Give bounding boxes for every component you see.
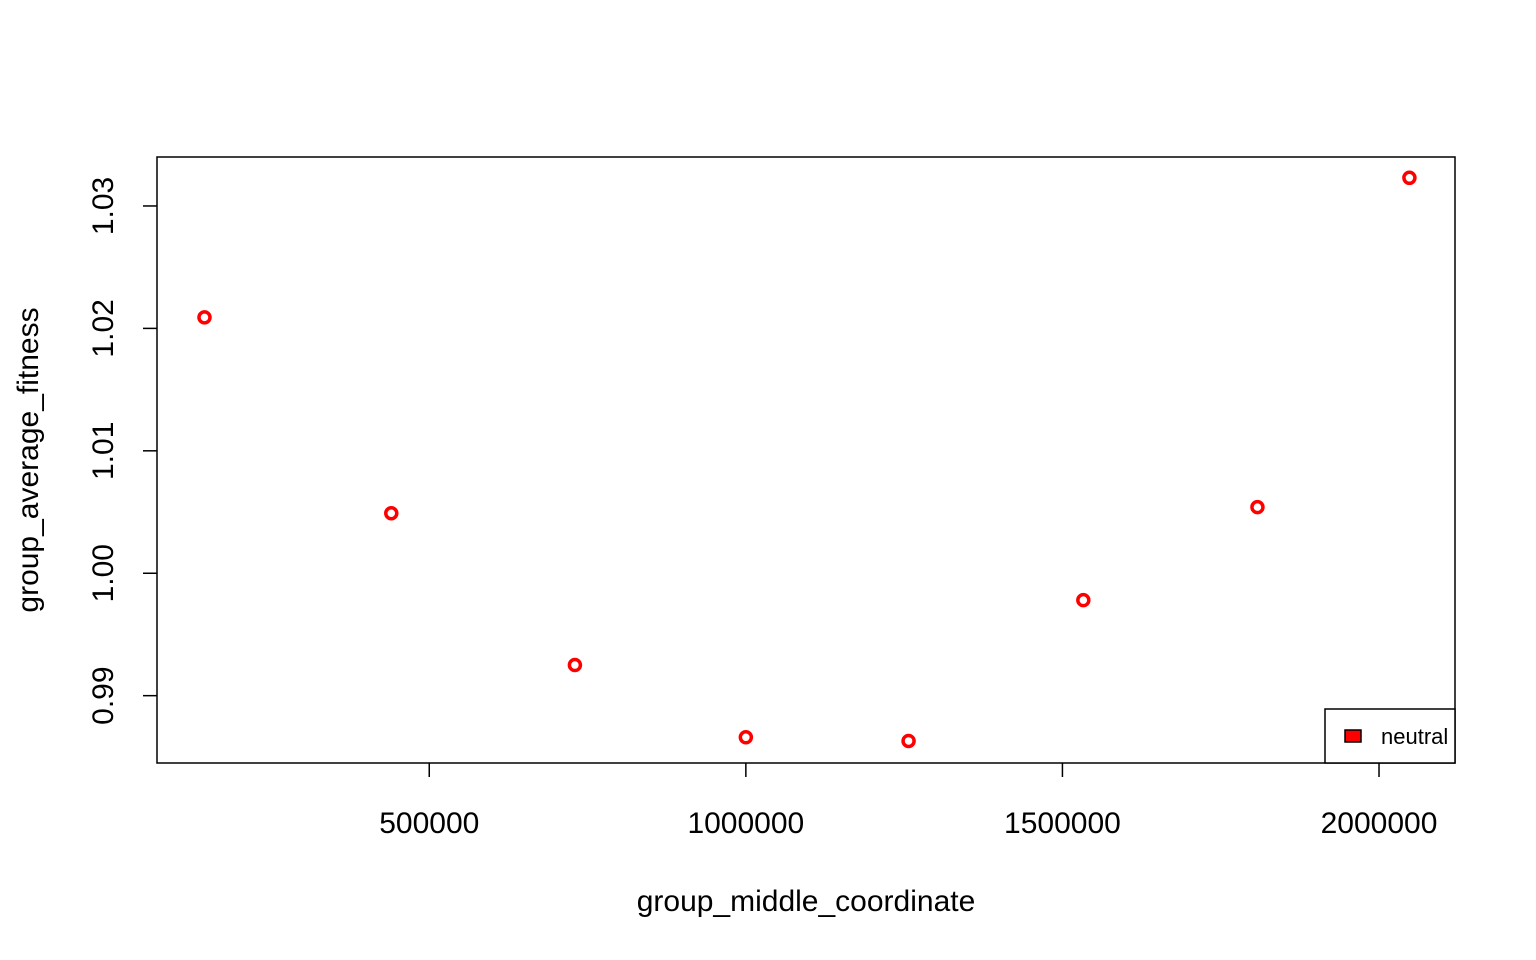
data-point [567,657,583,673]
data-point [901,733,916,749]
y-tick-label: 1.02 [87,299,120,357]
data-point [1402,170,1417,186]
legend-swatch-neutral [1344,729,1362,743]
legend: neutral [1324,708,1456,764]
plot-area-frame [156,156,1456,764]
x-tick-label: 1500000 [1004,807,1121,840]
data-point [384,506,399,521]
data-points [197,170,1417,749]
legend-label-neutral: neutral [1381,724,1448,749]
data-point [197,310,212,325]
y-tick-label: 1.03 [87,177,120,235]
data-point [1076,592,1091,608]
x-tick-label: 2000000 [1321,807,1438,840]
x-tick-label: 1000000 [687,807,804,840]
y-axis-label: group_average_fitness [12,307,45,612]
x-axis-label: group_middle_coordinate [637,885,976,918]
data-point [738,730,754,745]
x-axis-ticks: 500000 1000000 1500000 2000000 [379,763,1437,840]
y-tick-label: 1.00 [87,544,120,602]
data-point [1250,499,1265,515]
y-tick-label: 0.99 [87,666,120,724]
x-tick-label: 500000 [379,807,479,840]
y-axis-ticks: 0.99 1.00 1.01 1.02 1.03 [87,177,157,725]
y-tick-label: 1.01 [87,422,120,480]
